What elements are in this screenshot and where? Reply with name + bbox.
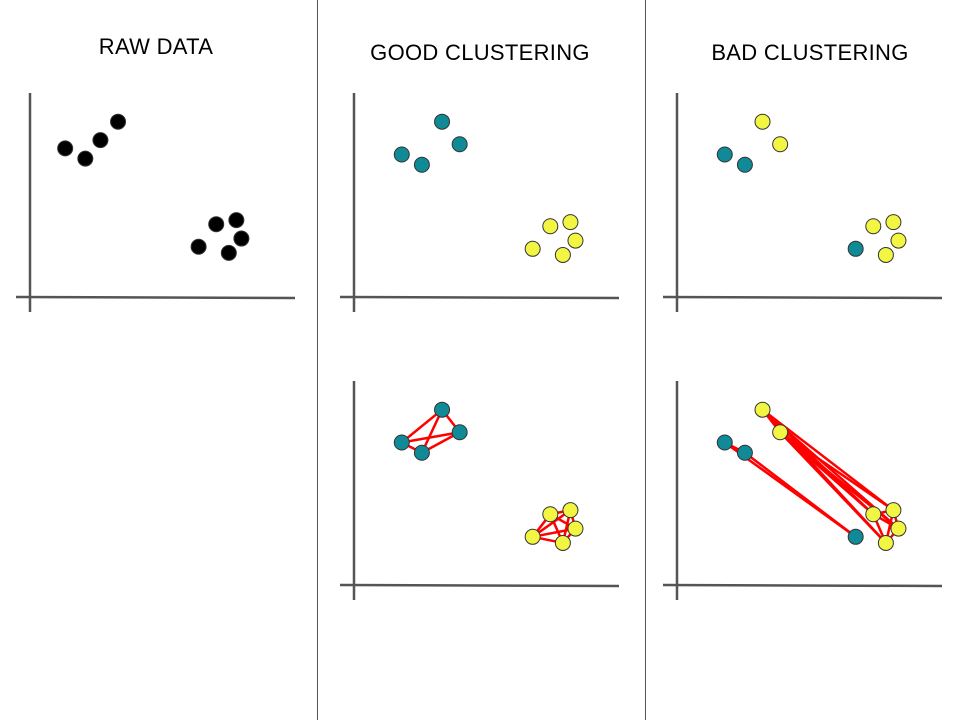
data-point [228,212,245,229]
data-point [885,214,902,231]
distance-line [744,451,857,538]
data-point [562,214,579,231]
scatter-panel [339,93,620,312]
distance-line [401,431,460,444]
data-point [754,401,771,418]
data-point [554,246,571,263]
data-point [110,113,127,130]
distance-line [779,431,895,512]
data-point [413,444,430,461]
data-point [77,150,94,167]
data-point [736,156,753,173]
data-point [393,146,410,163]
column-divider-1 [317,0,318,720]
bad-clustering-title: BAD CLUSTERING [711,40,909,65]
data-point [567,232,584,249]
data-point [865,506,882,523]
column-divider-2 [645,0,646,720]
data-point [865,218,882,235]
data-point [220,244,237,261]
data-point [885,502,902,519]
data-point [524,240,541,257]
data-point [877,246,894,263]
data-point [57,140,74,157]
data-point [451,136,468,153]
raw-data-title: RAW DATA [98,34,214,59]
x-axis [662,583,943,588]
scatter-panel [339,381,620,600]
x-axis [662,295,943,300]
data-point [190,238,207,255]
data-point [736,444,753,461]
data-point [92,132,109,149]
data-point [847,528,864,545]
distance-lines [400,408,577,545]
data-point [754,113,771,130]
distance-line [779,431,887,544]
data-point [542,506,559,523]
data-point [233,230,250,247]
data-point [716,146,733,163]
data-point [562,502,579,519]
data-point [890,520,907,537]
distance-line [400,408,443,444]
x-axis [339,295,620,300]
x-axis [15,295,296,300]
data-point [393,434,410,451]
data-point [772,424,789,441]
data-point [847,240,864,257]
data-point [208,216,225,233]
data-point [716,434,733,451]
scatter-panel [15,93,296,312]
good-clustering-title: GOOD CLUSTERING [370,40,590,65]
data-point [413,156,430,173]
data-point [434,113,451,130]
data-point [772,136,789,153]
data-point [434,401,451,418]
data-point [567,520,584,537]
data-point [524,528,541,545]
scatter-panel [662,381,943,600]
x-axis [339,583,620,588]
data-point [451,424,468,441]
scatter-panel [662,93,943,312]
data-point [542,218,559,235]
data-point [554,534,571,551]
distance-lines [724,408,900,544]
data-point [877,534,894,551]
data-point [890,232,907,249]
